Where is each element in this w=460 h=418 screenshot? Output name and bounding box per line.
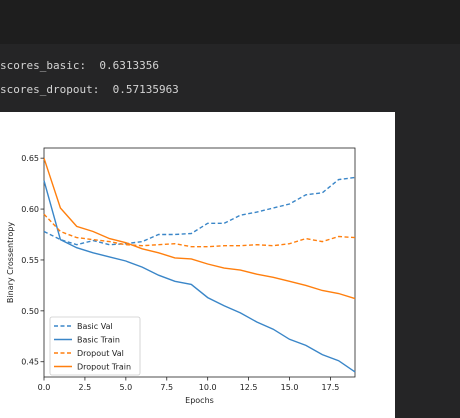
series-layer [43, 157, 356, 373]
scores-basic-output: scores_basic: 0.6313356 [0, 59, 159, 72]
scores-dropout-output: scores_dropout: 0.57135963 [0, 83, 179, 96]
x-tick-label: 10.0 [199, 383, 217, 392]
legend-entry: Dropout Val [77, 349, 124, 358]
y-tick-label: 0.60 [21, 205, 39, 214]
series-line-dropout-val [43, 213, 356, 248]
legend-entry: Basic Val [77, 322, 113, 331]
y-tick-label: 0.65 [21, 154, 39, 163]
x-tick-label: 7.5 [160, 383, 173, 392]
y-tick-label: 0.55 [21, 256, 39, 265]
x-tick-label: 15.0 [281, 383, 299, 392]
series-line-dropout-train [43, 157, 356, 300]
x-tick-label: 0.0 [38, 383, 51, 392]
cell-header-band [0, 0, 460, 44]
y-tick-label: 0.50 [21, 307, 39, 316]
legend-entry: Basic Train [77, 336, 120, 345]
legend: Basic Val Basic Train Dropout Val Dropout T… [49, 316, 141, 376]
legend-entry: Dropout Train [77, 363, 131, 372]
x-tick-label: 17.5 [322, 383, 340, 392]
x-axis-label: Epochs [185, 396, 214, 405]
loss-chart: 0.0 2.5 5.0 7.5 10.0 12.5 15.0 17.5 0.45 0.50 0.55… [6, 147, 356, 405]
series-line-basic-val [43, 176, 356, 246]
x-tick-label: 12.5 [240, 383, 258, 392]
x-tick-label: 2.5 [79, 383, 92, 392]
y-tick-label: 0.45 [21, 358, 39, 367]
y-axis-label: Binary Crossentropy [6, 222, 15, 303]
ticks-layer: 0.0 2.5 5.0 7.5 10.0 12.5 15.0 17.5 0.45 0.50 0.55… [21, 154, 339, 392]
x-tick-label: 5.0 [119, 383, 132, 392]
legend-box [49, 316, 141, 376]
plot-output-image: 0.0 2.5 5.0 7.5 10.0 12.5 15.0 17.5 0.45 0.50 0.55… [0, 112, 395, 418]
series-line-basic-train [43, 180, 356, 373]
plot-frame [43, 147, 356, 378]
